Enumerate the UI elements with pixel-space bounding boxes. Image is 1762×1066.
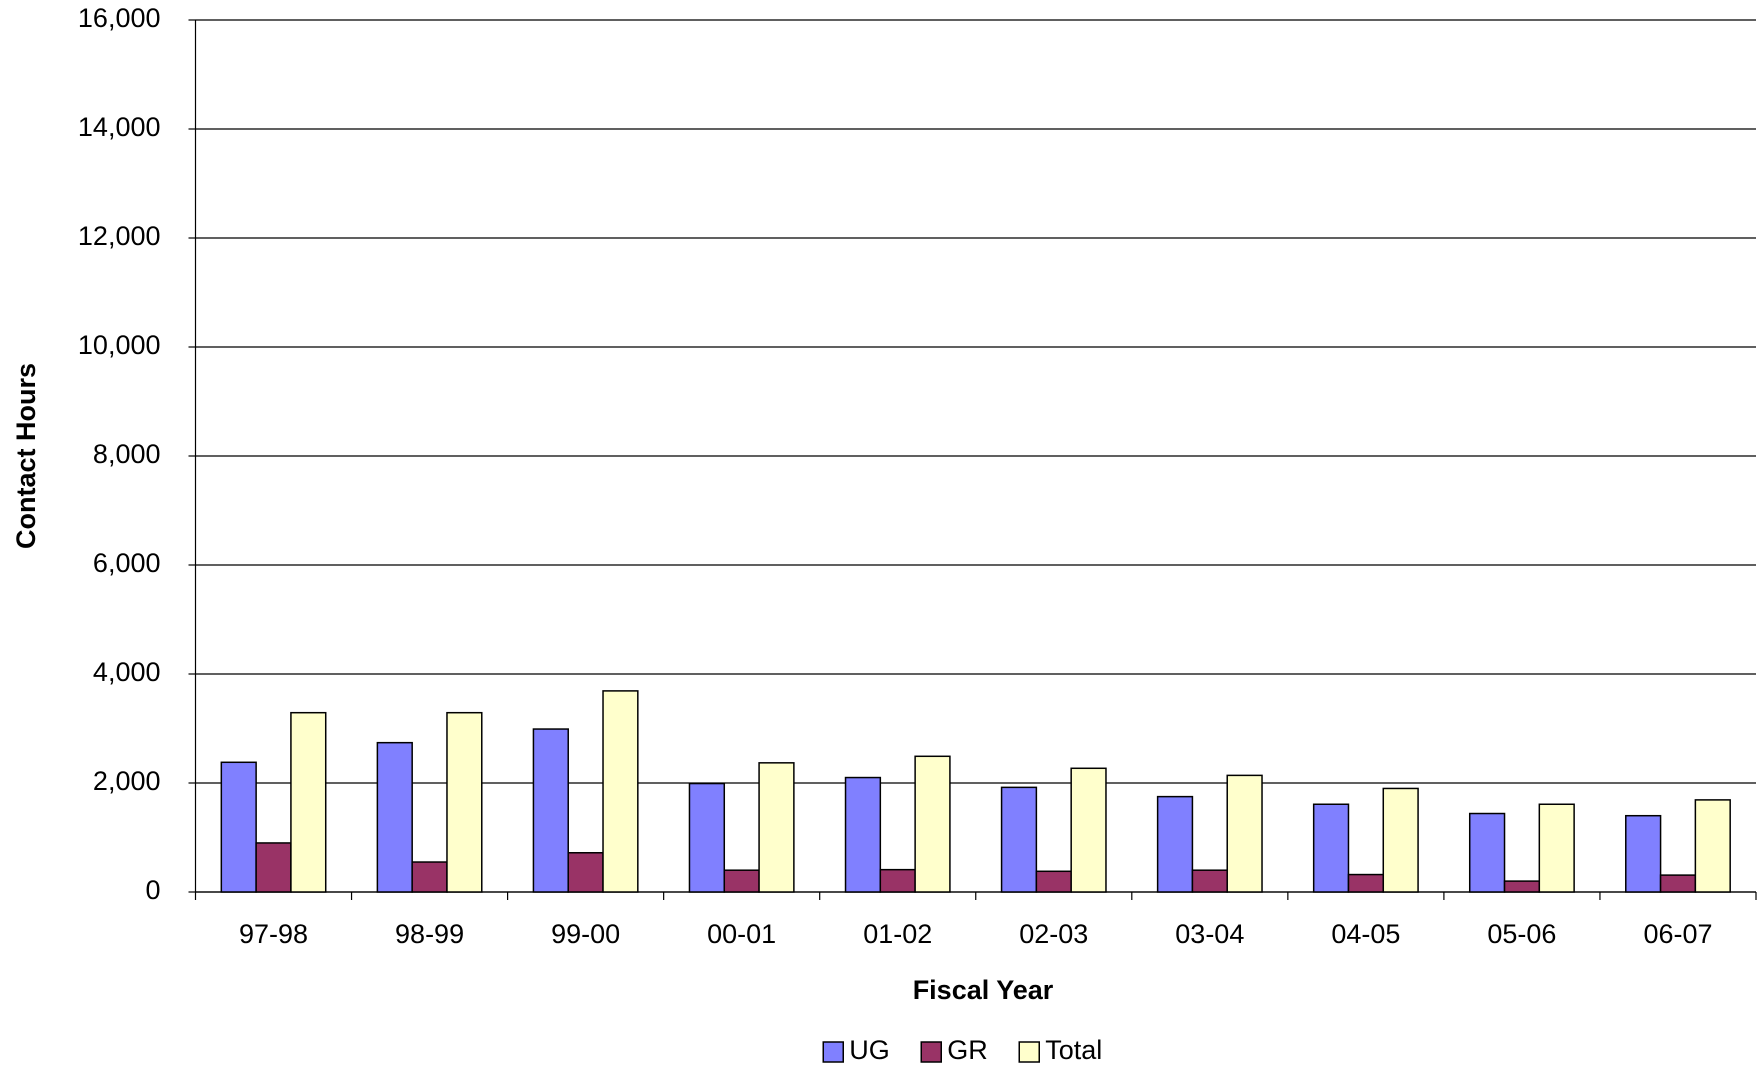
y-tick-label: 10,000: [78, 330, 161, 360]
bar: [1226, 774, 1263, 893]
bar: [1659, 874, 1697, 893]
y-tick-label: 16,000: [78, 3, 161, 33]
bar: [1312, 803, 1350, 893]
bar: [758, 762, 795, 893]
legend-label: Total: [1045, 1035, 1102, 1065]
bar: [1000, 786, 1038, 893]
bar: [1694, 799, 1731, 893]
bar: [1538, 803, 1575, 893]
bar: [220, 761, 257, 893]
bar: [411, 861, 448, 893]
bar: [844, 776, 882, 893]
bar: [602, 690, 639, 893]
x-tick-label: 97-98: [239, 919, 308, 949]
legend-swatch: [822, 1041, 844, 1063]
x-tick-label: 04-05: [1331, 919, 1400, 949]
bar: [376, 741, 413, 893]
bar: [532, 728, 569, 893]
x-tick-label: 99-00: [551, 919, 620, 949]
y-tick-label: 2,000: [93, 766, 161, 796]
bar: [1347, 873, 1385, 893]
y-tick-label: 12,000: [78, 221, 161, 251]
bar: [1035, 870, 1072, 893]
x-tick-label: 01-02: [863, 919, 932, 949]
bar: [1468, 812, 1506, 893]
bar: [1191, 869, 1228, 893]
bar: [1156, 795, 1194, 893]
bar: [290, 711, 327, 893]
x-tick-label: 00-01: [707, 919, 776, 949]
legend-label: GR: [947, 1035, 988, 1065]
x-tick-label: 98-99: [395, 919, 464, 949]
x-tick-label: 03-04: [1175, 919, 1244, 949]
bar: [255, 842, 292, 893]
x-tick-label: 06-07: [1643, 919, 1712, 949]
bar: [446, 711, 483, 893]
y-tick-label: 4,000: [93, 657, 161, 687]
y-tick-label: 14,000: [78, 112, 161, 142]
y-tick-label: 6,000: [93, 548, 161, 578]
bar: [914, 755, 951, 893]
bar: [1382, 787, 1419, 893]
y-tick-label: 0: [145, 875, 160, 905]
legend-label: UG: [849, 1035, 890, 1065]
bar: [1625, 814, 1662, 893]
y-axis-title: Contact Hours: [11, 363, 41, 549]
legend-swatch: [920, 1041, 942, 1063]
bar: [688, 782, 726, 893]
y-tick-label: 8,000: [93, 439, 161, 469]
bar: [723, 869, 760, 893]
bar: [1070, 767, 1107, 893]
legend-swatch: [1018, 1041, 1040, 1063]
x-tick-label: 05-06: [1487, 919, 1556, 949]
bar: [567, 852, 604, 893]
x-axis-title: Fiscal Year: [913, 975, 1054, 1005]
x-tick-label: 02-03: [1019, 919, 1088, 949]
bar: [1503, 880, 1541, 893]
bar: [879, 868, 916, 893]
